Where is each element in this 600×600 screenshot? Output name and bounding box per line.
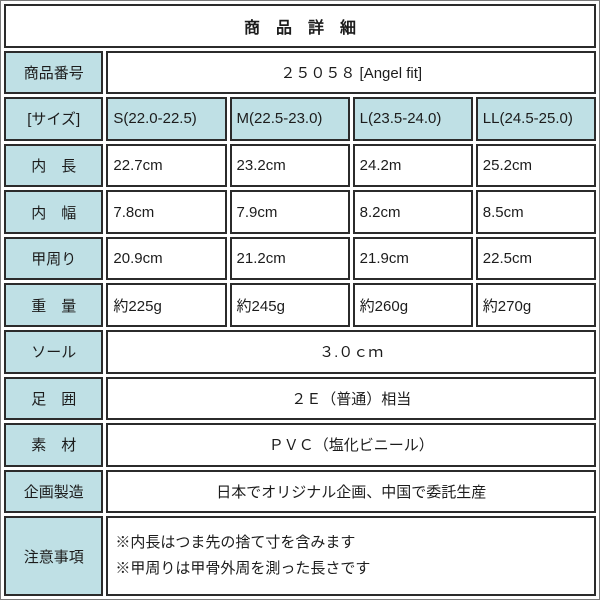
foot-girth-value: ２Ｅ（普通）相当 <box>106 376 596 421</box>
material-value: ＰＶＣ（塩化ビニール） <box>106 423 596 467</box>
production-label: 企画製造 <box>4 469 104 514</box>
production-value: 日本でオリジナル企画、中国で委託生産 <box>106 469 596 514</box>
sole-value: ３.０ｃｍ <box>106 330 596 374</box>
instep-girth-l: 21.9cm <box>352 236 473 281</box>
table-row-title: 商 品 詳 細 <box>4 4 596 48</box>
size-l: L(23.5-24.0) <box>352 97 473 141</box>
instep-girth-ll: 22.5cm <box>475 236 596 281</box>
inner-width-ll: 8.5cm <box>475 190 596 234</box>
table-title: 商 品 詳 細 <box>4 4 596 48</box>
weight-label: 重 量 <box>4 283 104 328</box>
size-m: M(22.5-23.0) <box>229 97 350 141</box>
table-row-weight: 重 量 約225g 約245g 約260g 約270g <box>4 283 596 328</box>
product-number-value: ２５０５８ [Angel fit] <box>106 50 596 95</box>
inner-length-m: 23.2cm <box>229 143 350 188</box>
foot-girth-label: 足 囲 <box>4 376 104 421</box>
weight-l: 約260g <box>352 283 473 328</box>
table-row-production: 企画製造 日本でオリジナル企画、中国で委託生産 <box>4 469 596 514</box>
sole-label: ソール <box>4 330 104 374</box>
inner-width-l: 8.2cm <box>352 190 473 234</box>
inner-width-m: 7.9cm <box>229 190 350 234</box>
size-s: S(22.0-22.5) <box>106 97 227 141</box>
table-row-instep-girth: 甲周り 20.9cm 21.2cm 21.9cm 22.5cm <box>4 236 596 281</box>
note-line-1: ※内長はつま先の捨て寸を含みます <box>115 533 356 551</box>
size-ll: LL(24.5-25.0) <box>475 97 596 141</box>
inner-length-ll: 25.2cm <box>475 143 596 188</box>
weight-m: 約245g <box>229 283 350 328</box>
product-number-label: 商品番号 <box>4 50 104 95</box>
instep-girth-s: 20.9cm <box>106 236 227 281</box>
inner-length-l: 24.2m <box>352 143 473 188</box>
material-label: 素 材 <box>4 423 104 467</box>
notes-label: 注意事項 <box>4 516 104 596</box>
notes-value: ※内長はつま先の捨て寸を含みます ※甲周りは甲骨外周を測った長さです <box>106 516 596 596</box>
weight-ll: 約270g <box>475 283 596 328</box>
table-row-inner-length: 内 長 22.7cm 23.2cm 24.2m 25.2cm <box>4 143 596 188</box>
inner-width-s: 7.8cm <box>106 190 227 234</box>
note-line-2: ※甲周りは甲骨外周を測った長さです <box>115 560 371 578</box>
table-row-sole: ソール ３.０ｃｍ <box>4 330 596 374</box>
inner-length-label: 内 長 <box>4 143 104 188</box>
table-row-product-number: 商品番号 ２５０５８ [Angel fit] <box>4 50 596 95</box>
table-row-inner-width: 内 幅 7.8cm 7.9cm 8.2cm 8.5cm <box>4 190 596 234</box>
weight-s: 約225g <box>106 283 227 328</box>
inner-width-label: 内 幅 <box>4 190 104 234</box>
table-row-material: 素 材 ＰＶＣ（塩化ビニール） <box>4 423 596 467</box>
table-row-foot-girth: 足 囲 ２Ｅ（普通）相当 <box>4 376 596 421</box>
size-label: [サイズ] <box>4 97 104 141</box>
table-row-notes: 注意事項 ※内長はつま先の捨て寸を含みます ※甲周りは甲骨外周を測った長さです <box>4 516 596 596</box>
inner-length-s: 22.7cm <box>106 143 227 188</box>
table-row-size: [サイズ] S(22.0-22.5) M(22.5-23.0) L(23.5-2… <box>4 97 596 141</box>
instep-girth-m: 21.2cm <box>229 236 350 281</box>
instep-girth-label: 甲周り <box>4 236 104 281</box>
